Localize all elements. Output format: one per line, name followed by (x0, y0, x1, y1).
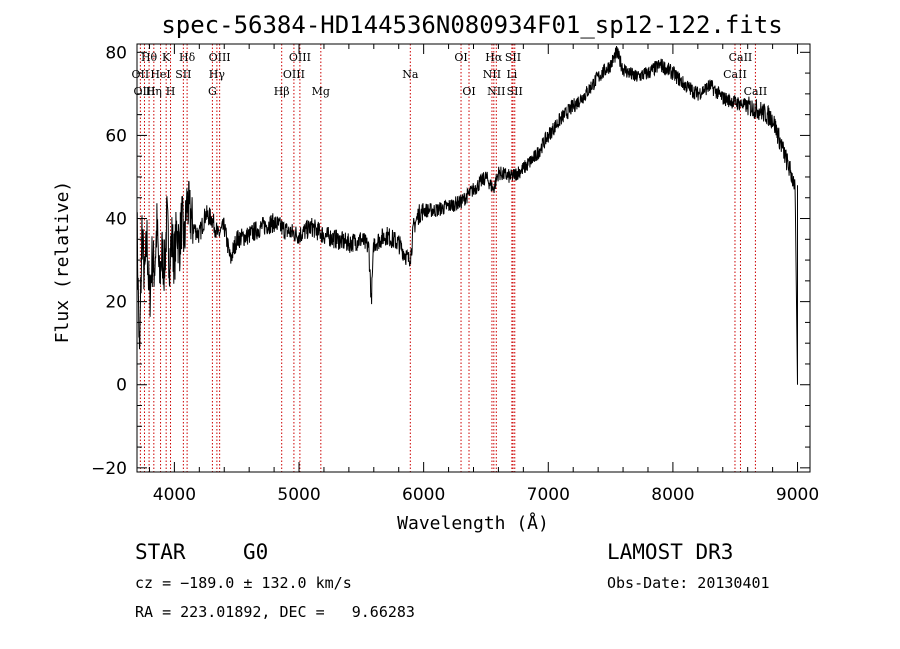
spectral-line-label: Hβ (274, 85, 290, 98)
object-class: STAR (135, 540, 186, 564)
spectral-line-label: OIII (209, 51, 231, 64)
spectral-line-label: Li (506, 68, 517, 81)
spectral-line-label: SII (175, 68, 191, 81)
spectral-line-label: Hγ (209, 68, 226, 81)
spectral-line-label: G (208, 85, 217, 98)
y-tick-label: 0 (116, 376, 127, 396)
spectral-line-label: Hη (146, 85, 162, 98)
y-axis-label: Flux (relative) (52, 181, 73, 344)
redshift-text: cz = −189.0 ± 132.0 km/s (135, 574, 352, 592)
chart-title: spec-56384-HD144536N080934F01_sp12-122.f… (161, 11, 782, 39)
observation-date: Obs-Date: 20130401 (607, 574, 770, 592)
spectral-subclass: G0 (243, 540, 269, 564)
spectral-line-label: Hα (485, 51, 503, 64)
x-tick-label: 9000 (776, 485, 819, 505)
spectral-line-label: SII (505, 51, 521, 64)
spectral-line-label: SII (507, 85, 523, 98)
spectral-line-label: OI (462, 85, 475, 98)
y-axis-ticks: −20 0 20 40 60 80 (91, 43, 810, 479)
spectral-line-label: OIII (133, 85, 155, 98)
spectral-line-label: CaII (744, 85, 768, 98)
spectral-line-label: CaII (729, 51, 753, 64)
spectral-line-label: Na (402, 68, 419, 81)
survey-name: LAMOST DR3 (607, 540, 734, 564)
spectral-line-label: OI (454, 51, 467, 64)
x-tick-label: 6000 (402, 485, 445, 505)
x-tick-label: 4000 (153, 485, 196, 505)
spectral-line-label: NII (483, 68, 501, 81)
spectral-line-label: Hδ (179, 51, 196, 64)
y-tick-label: −20 (91, 459, 127, 479)
spectral-line-label: OII (132, 68, 150, 81)
x-tick-label: 5000 (277, 485, 320, 505)
y-tick-label: 80 (105, 43, 127, 63)
spectrum-series (136, 45, 798, 385)
spectrum-line (136, 45, 798, 385)
x-tick-label: 7000 (527, 485, 570, 505)
spectral-line-label: Hθ (141, 51, 158, 64)
x-axis-label: Wavelength (Å) (397, 512, 549, 534)
coordinates-text: RA = 223.01892, DEC = 9.66283 (135, 603, 415, 621)
spectral-line-label: K (162, 51, 171, 64)
spectral-line-label: NII (487, 85, 505, 98)
y-tick-label: 20 (105, 293, 127, 313)
plot-frame (136, 43, 811, 473)
spectral-line-label: OIII (283, 68, 305, 81)
spectral-line-label: HeI (150, 68, 170, 81)
x-axis-ticks: 4000 5000 6000 7000 8000 9000 (148, 44, 819, 505)
spectral-line-label: H (166, 85, 176, 98)
y-tick-label: 60 (105, 126, 127, 146)
x-tick-label: 8000 (651, 485, 694, 505)
spectral-line-label: Mg (312, 85, 330, 98)
spectral-line-label: CaII (723, 68, 747, 81)
spectral-line-label: OIII (289, 51, 311, 64)
y-tick-label: 40 (105, 210, 127, 230)
